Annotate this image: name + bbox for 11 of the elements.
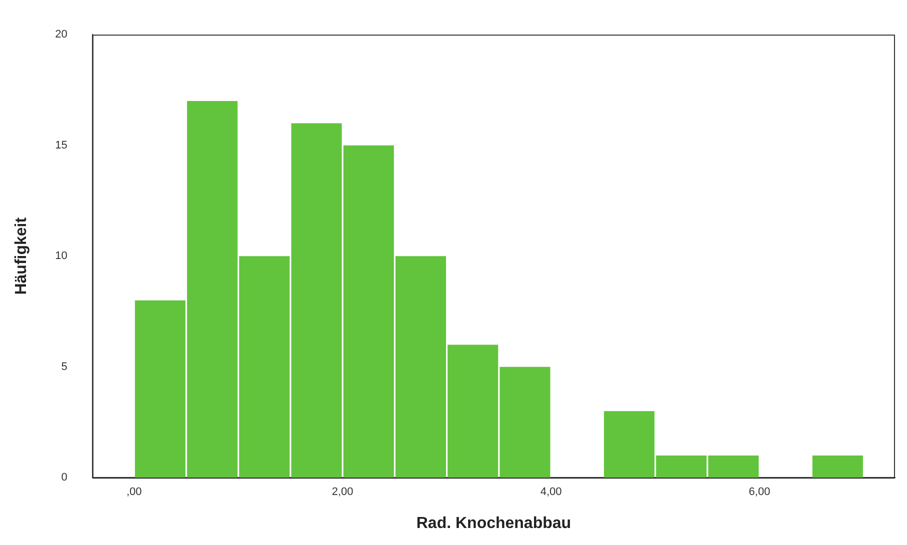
y-tick-label: 5 — [61, 360, 68, 373]
x-tick-label: 4,00 — [540, 486, 562, 498]
y-tick-label: 15 — [55, 139, 68, 152]
x-tick-label: 6,00 — [748, 486, 770, 498]
y-tick-label: 0 — [61, 472, 68, 484]
x-tick-label: ,00 — [126, 486, 142, 498]
x-tick-label: 2,00 — [332, 486, 354, 498]
y-tick-label: 10 — [55, 250, 68, 262]
x-axis-title: Rad. Knochenabbau — [416, 514, 572, 532]
y-axis-title: Häufigkeit — [13, 216, 30, 295]
y-tick-label: 20 — [55, 28, 68, 41]
